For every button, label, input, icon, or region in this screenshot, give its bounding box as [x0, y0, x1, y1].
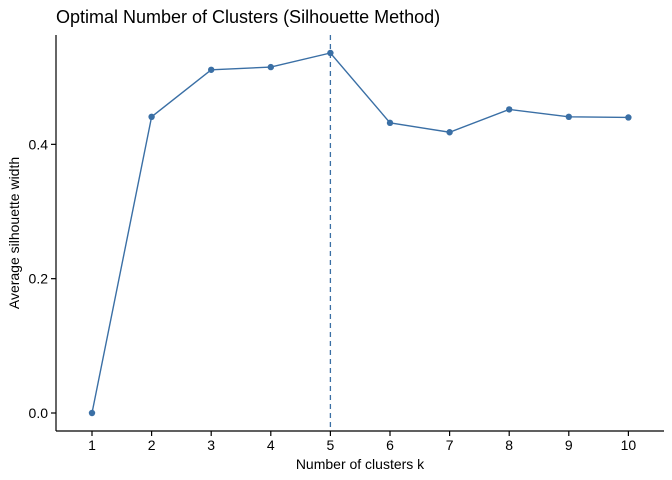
data-point: [625, 114, 632, 121]
x-tick-label: 9: [565, 437, 573, 453]
x-tick-label: 8: [505, 437, 513, 453]
x-tick-label: 7: [446, 437, 454, 453]
y-tick-label: 0.2: [29, 271, 49, 287]
y-axis-ticks: 0.0 0.2 0.4: [29, 136, 56, 421]
data-point: [446, 129, 453, 136]
x-axis-label: Number of clusters k: [296, 456, 425, 472]
data-point: [565, 113, 572, 121]
series-line: [91, 52, 629, 414]
x-axis-ticks: 1 2 3 4 5 6 7 8 9 10: [88, 431, 636, 453]
y-tick-label: 0.4: [29, 136, 49, 152]
x-tick-label: 6: [386, 437, 394, 453]
x-tick-label: 5: [327, 437, 335, 453]
x-tick-label: 1: [88, 437, 96, 453]
data-point: [506, 106, 513, 113]
y-axis-label: Average silhouette width: [6, 157, 22, 309]
data-point: [327, 49, 334, 57]
x-tick-label: 10: [621, 437, 637, 453]
chart-title: Optimal Number of Clusters (Silhouette M…: [56, 7, 440, 27]
x-tick-label: 3: [207, 437, 215, 453]
data-point: [88, 409, 96, 417]
data-points: [88, 49, 632, 417]
data-point: [386, 119, 394, 127]
x-tick-label: 4: [267, 437, 275, 453]
data-point: [267, 63, 274, 71]
data-point: [208, 66, 215, 73]
y-tick-label: 0.0: [29, 405, 49, 421]
data-point: [148, 113, 155, 121]
x-tick-label: 2: [148, 437, 156, 453]
